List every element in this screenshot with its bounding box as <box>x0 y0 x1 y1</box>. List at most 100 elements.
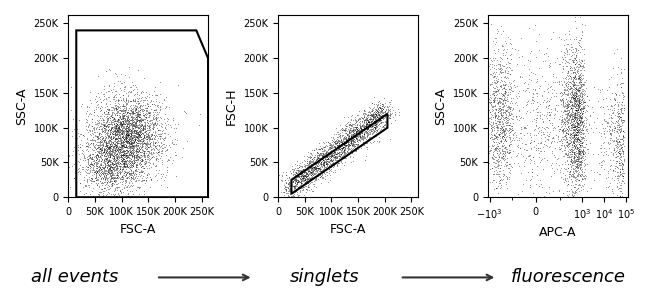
Point <box>111 184 121 189</box>
Point <box>82 177 92 182</box>
Point <box>499 116 509 121</box>
Point <box>363 122 374 127</box>
Point <box>109 169 119 173</box>
Point <box>377 116 387 121</box>
Point <box>117 108 127 112</box>
Point <box>375 117 385 122</box>
Point <box>301 172 311 177</box>
Point <box>490 97 501 102</box>
Point <box>139 134 150 138</box>
Point <box>488 74 499 79</box>
Point <box>131 155 141 160</box>
Point <box>487 80 497 85</box>
Point <box>143 104 153 108</box>
Point <box>93 91 103 95</box>
Point <box>569 145 580 150</box>
Point <box>342 121 352 125</box>
Point <box>579 172 590 177</box>
Point <box>99 174 109 179</box>
Point <box>164 142 174 147</box>
Point <box>573 104 583 109</box>
Point <box>105 127 115 132</box>
Point <box>118 118 129 123</box>
Point <box>302 188 313 192</box>
Point <box>112 126 123 131</box>
Point <box>152 110 162 115</box>
Point <box>122 110 132 114</box>
Point <box>305 160 315 164</box>
Point <box>601 176 612 181</box>
Point <box>376 127 386 131</box>
Point <box>120 118 130 123</box>
Point <box>107 156 117 160</box>
Point <box>114 105 124 109</box>
Point <box>485 149 495 153</box>
Point <box>289 176 300 181</box>
Point <box>157 131 167 135</box>
Point <box>99 148 109 153</box>
Point <box>127 137 137 142</box>
Point <box>304 155 314 160</box>
Point <box>394 112 404 117</box>
Point <box>573 129 584 134</box>
Point <box>334 147 345 151</box>
Point <box>563 105 573 109</box>
Point <box>103 168 113 173</box>
Point <box>141 96 151 101</box>
Point <box>120 138 130 143</box>
Point <box>564 148 574 153</box>
Point <box>563 194 573 199</box>
Point <box>105 147 115 152</box>
Point <box>341 141 351 145</box>
Point <box>353 140 363 144</box>
Point <box>565 84 575 88</box>
Point <box>105 145 116 149</box>
Point <box>101 173 111 177</box>
Point <box>313 172 324 177</box>
Point <box>563 144 573 149</box>
Point <box>573 123 584 127</box>
Point <box>545 63 555 68</box>
Point <box>144 95 154 99</box>
Point <box>321 149 332 153</box>
Point <box>614 110 625 115</box>
Point <box>326 143 337 148</box>
Point <box>107 147 117 151</box>
Point <box>116 125 127 129</box>
Point <box>326 153 337 157</box>
Point <box>314 147 324 151</box>
Point <box>340 152 350 156</box>
Point <box>616 110 626 114</box>
Point <box>109 168 120 173</box>
Point <box>323 159 333 164</box>
Point <box>375 106 385 110</box>
Point <box>88 163 98 167</box>
Point <box>139 150 150 155</box>
Point <box>608 147 619 151</box>
Point <box>344 130 355 134</box>
Point <box>577 123 588 128</box>
Point <box>500 82 510 86</box>
Point <box>335 155 346 160</box>
Point <box>364 132 374 136</box>
Point <box>565 98 575 103</box>
Point <box>575 70 586 75</box>
Point <box>496 82 506 87</box>
Point <box>573 74 584 79</box>
Point <box>157 127 168 132</box>
Point <box>556 59 567 64</box>
Point <box>541 105 552 110</box>
Point <box>378 107 388 111</box>
Point <box>387 115 398 120</box>
Point <box>571 111 581 116</box>
Point <box>372 113 383 117</box>
Point <box>519 125 529 129</box>
Point <box>346 129 357 134</box>
Point <box>348 128 359 132</box>
Point <box>560 146 570 151</box>
Point <box>106 178 116 183</box>
Point <box>94 170 105 174</box>
Point <box>506 142 516 146</box>
Point <box>577 120 588 125</box>
Point <box>575 164 585 169</box>
